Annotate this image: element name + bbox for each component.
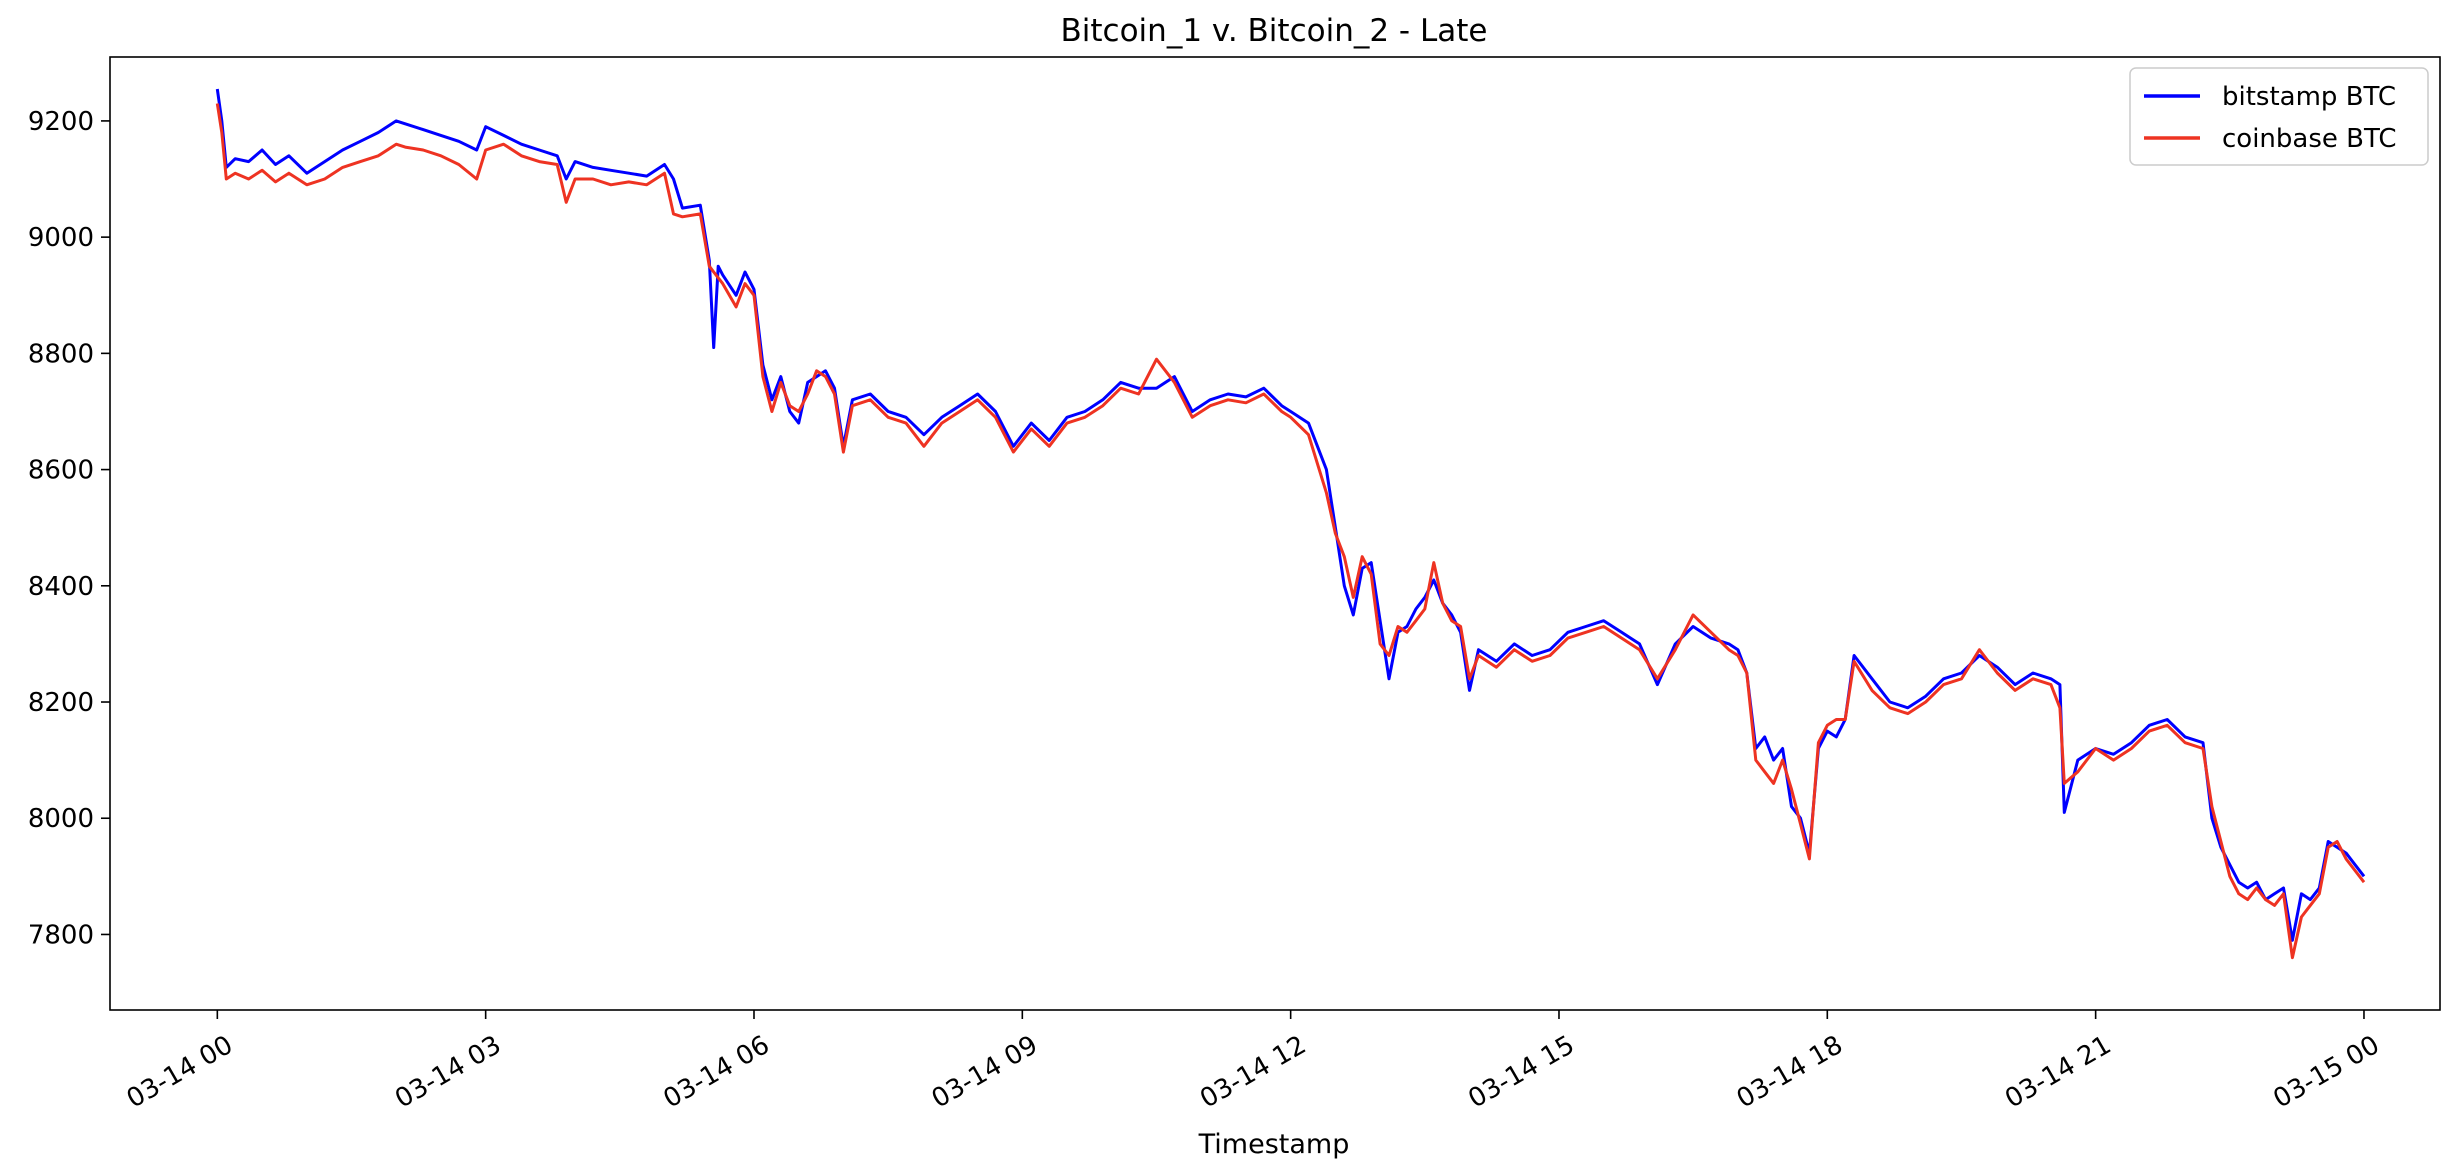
y-tick-label: 8200 [28,688,94,718]
y-tick-label: 8600 [28,456,94,486]
legend-label-coinbase: coinbase BTC [2222,124,2397,154]
legend-box [2129,67,2429,166]
y-tick-label: 8000 [28,804,94,834]
y-tick-label: 8400 [28,572,94,602]
chart-title: Bitcoin_1 v. Bitcoin_2 - Late [1061,13,1488,49]
series-line-coinbase [215,103,2366,960]
plot-frame [109,56,2441,1011]
y-axis: 7800 8000 8200 8400 8600 8800 9000 9200 [28,107,110,950]
plot-area [109,56,2441,1011]
x-axis-title: Timestamp [1198,1129,1350,1160]
legend: bitstamp BTC coinbase BTC [2129,67,2429,166]
y-tick-label: 8800 [28,339,94,369]
y-tick-label: 9200 [28,107,94,137]
legend-label-bitstamp: bitstamp BTC [2222,82,2396,112]
series-line-bitstamp [215,88,2366,942]
series-layer [215,88,2366,960]
y-tick-label: 7800 [28,920,94,950]
y-tick-label: 9000 [28,223,94,253]
